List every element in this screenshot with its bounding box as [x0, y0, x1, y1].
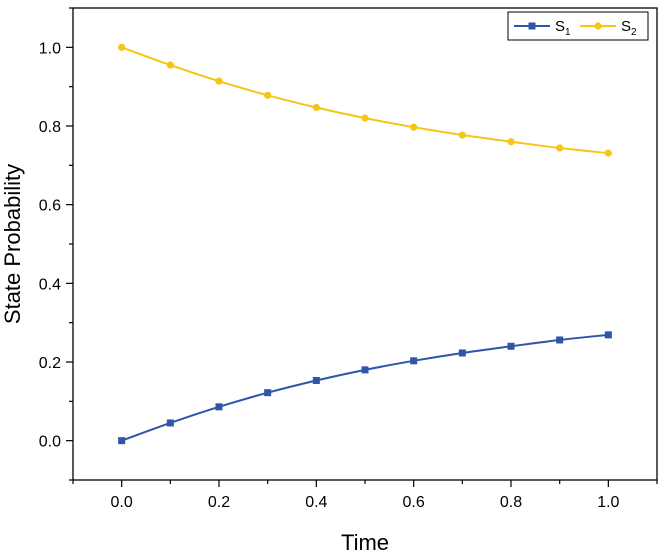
- data-point: [166, 61, 174, 69]
- x-tick-label: 0.4: [305, 494, 327, 511]
- x-tick-label: 0.8: [500, 494, 522, 511]
- series-line: [121, 46, 609, 155]
- legend: S1 S2: [507, 11, 649, 41]
- x-tick-label: 1.0: [597, 494, 619, 511]
- y-tick-label: 1.0: [39, 40, 61, 57]
- data-point: [458, 131, 466, 139]
- data-point: [312, 376, 320, 384]
- y-tick-label: 0.4: [39, 276, 61, 293]
- data-point: [556, 144, 564, 152]
- data-point: [507, 138, 515, 146]
- legend-subscript: 2: [631, 27, 637, 38]
- data-point: [166, 419, 174, 427]
- x-tick-label: 0.2: [208, 494, 230, 511]
- y-tick-label: 0.6: [39, 198, 61, 215]
- legend-marker: [594, 22, 602, 30]
- plot-frame: [72, 7, 658, 481]
- data-point: [361, 366, 369, 374]
- data-point: [556, 336, 564, 344]
- y-tick-label: 0.0: [39, 434, 61, 451]
- data-point: [361, 114, 369, 122]
- data-point: [458, 349, 466, 357]
- data-point: [410, 123, 418, 131]
- series-line: [121, 333, 609, 442]
- data-point: [604, 331, 612, 339]
- y-axis-label: State Probability: [0, 164, 25, 324]
- series-s2: [118, 43, 612, 157]
- data-point: [410, 357, 418, 365]
- y-tick-label: 0.8: [39, 119, 61, 136]
- series-s1: [118, 331, 612, 445]
- data-point: [215, 77, 223, 85]
- data-point: [264, 91, 272, 99]
- data-point: [604, 149, 612, 157]
- y-tick-label: 0.2: [39, 355, 61, 372]
- axes: 0.0 0.2 0.4 0.6 0.8 1.0 0.0 0.2 0.4 0.6 0.8 1.0: [39, 7, 658, 511]
- x-tick-label: 0.0: [111, 494, 133, 511]
- data-point: [215, 403, 223, 411]
- data-point: [312, 103, 320, 112]
- data-point: [264, 389, 272, 397]
- legend-subscript: 1: [565, 27, 571, 38]
- x-axis-label: Time: [341, 530, 389, 555]
- series-layer: [118, 43, 612, 445]
- data-point: [507, 342, 515, 350]
- data-point: [118, 437, 126, 445]
- data-point: [118, 43, 126, 51]
- legend-marker: [528, 22, 536, 30]
- x-tick-label: 0.6: [403, 494, 425, 511]
